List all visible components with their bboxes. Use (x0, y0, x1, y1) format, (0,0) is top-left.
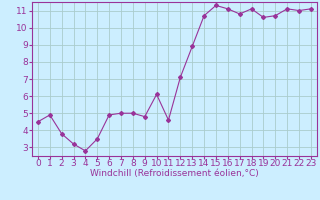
X-axis label: Windchill (Refroidissement éolien,°C): Windchill (Refroidissement éolien,°C) (90, 169, 259, 178)
